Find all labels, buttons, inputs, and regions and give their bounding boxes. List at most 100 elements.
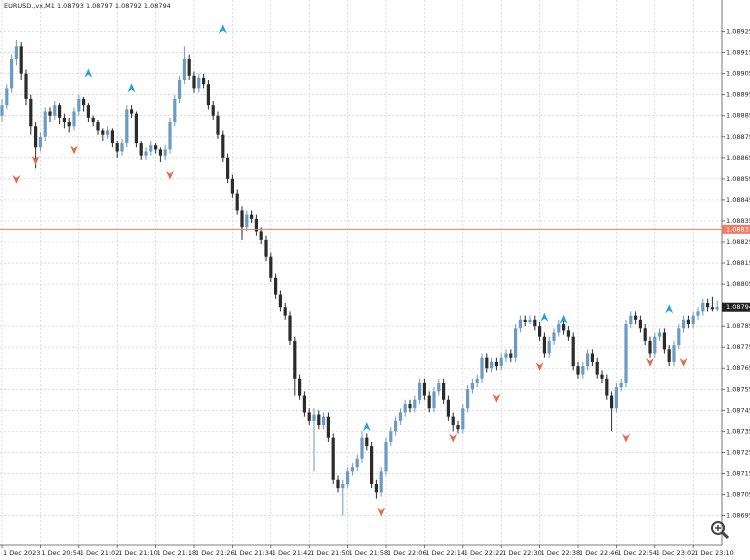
candle-body [581,366,585,375]
candle-body [566,330,570,337]
x-tick-label: 1 Dec 22:22 [464,549,504,557]
candle-body [53,105,57,116]
candle-body [470,382,474,390]
candle-body [422,382,426,396]
sell-arrow [492,393,501,403]
candle-body [24,73,28,99]
candle-body [72,111,76,127]
candle-body [288,315,292,341]
y-tick-label: 1.08875 [726,133,750,141]
candle-body [355,458,359,468]
close: 1.08794 [144,2,171,10]
candle-body [677,328,681,346]
x-tick-label: 1 Dec 21:42 [272,549,312,557]
candle-body [62,117,66,123]
candle-body [629,315,633,325]
candle-body [293,340,297,379]
y-tick-label: 1.08785 [726,322,750,330]
candle-body [34,126,38,148]
sell-arrow [12,174,21,184]
y-tick-label: 1.08705 [726,490,750,498]
sell-arrow [535,362,544,372]
y-tick-label: 1.08805 [726,280,750,288]
sell-arrow [70,145,78,155]
zoom-icon[interactable] [711,521,730,540]
symbol-info: EURUSD.,vx,M1 1.08793 1.08797 1.08792 1.… [4,2,171,10]
candle-body [706,303,710,308]
candle-body [115,143,119,152]
x-tick-label: 1 Dec 22:54 [617,549,657,557]
open: 1.08793 [57,2,84,10]
candle-body [480,357,484,379]
candle-body [283,307,287,316]
y-tick-label: 1.08825 [726,238,750,246]
candle-body [206,84,210,106]
candle-body [552,332,556,341]
candle-body [158,149,162,156]
candle-body [5,88,9,106]
x-tick-label: 1 Dec 21:50 [310,549,350,557]
candle-body [211,105,215,116]
candle-body [264,239,268,257]
x-tick-label: 1 Dec 23:10 [694,549,734,557]
candle-body [278,294,282,308]
candle-body [259,231,263,240]
candle-body [528,319,532,322]
candles [0,24,719,517]
candle-body [595,361,599,375]
y-tick-label: 1.08895 [726,91,750,99]
candle-body [106,130,110,135]
candle-body [662,332,666,350]
candle-body [576,366,580,375]
candle-body [10,58,14,89]
candle-body [715,307,719,310]
candle-body [398,412,402,421]
candle-body [485,357,489,369]
candle-body [418,382,422,400]
y-tick-label: 1.08735 [726,427,750,435]
candle-body [456,425,460,430]
candle-body [547,340,551,354]
y-tick-label: 1.08835 [726,217,750,225]
sell-arrow [622,433,630,443]
candle-body [144,151,148,156]
candle-body [221,134,225,158]
candle-body [360,437,364,459]
sell-arrow [166,170,174,180]
x-tick-label: 1 Dec 21:26 [195,549,235,557]
candle-body [269,256,273,278]
candle-body [562,324,566,331]
y-tick-label: 1.08745 [726,406,750,414]
x-tick-label: 1 Dec 22:06 [387,549,427,557]
y-tick-label: 1.08725 [726,448,750,456]
candle-body [254,218,258,232]
candle-body [494,361,498,367]
candle-body [475,378,479,383]
candle-body [298,378,302,396]
candle-body [590,353,594,362]
price-line-label-bg [722,224,750,234]
candle-body [120,143,124,152]
y-tick-label: 1.08905 [726,70,750,78]
candle-body [317,414,321,426]
x-tick-label: 1 Dec 2023 [3,549,40,557]
candle-body [154,145,158,150]
candle-body [139,143,143,156]
candle-body [331,437,335,480]
candle-body [14,46,18,59]
candle-body [77,98,81,112]
candle-body [307,412,311,421]
candle-body [29,98,33,127]
candle-body [38,136,42,148]
candle-body [586,353,590,367]
candle-body [19,46,23,74]
sell-arrow [31,155,40,165]
candle-body [643,328,647,341]
x-tick-label: 1 Dec 22:14 [425,549,465,557]
candle-body [192,75,196,89]
y-tick-label: 1.08775 [726,343,750,351]
candle-body [403,404,407,413]
x-tick-label: 1 Dec 21:34 [233,549,273,557]
candle-body [667,349,671,362]
candle-body [370,446,374,484]
